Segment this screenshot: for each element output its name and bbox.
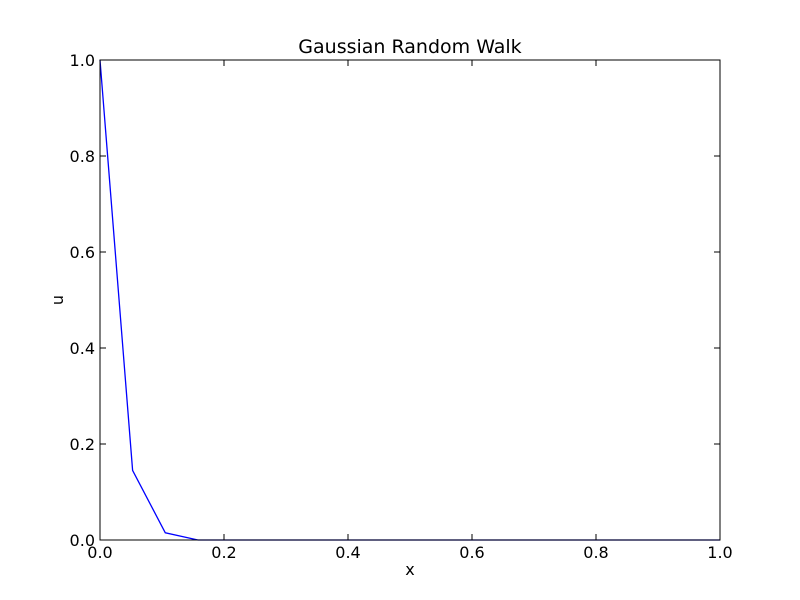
- y-tick-label: 0.2: [70, 435, 95, 454]
- y-tick-label: 0.6: [70, 243, 95, 262]
- x-tick-label: 0.2: [211, 543, 236, 562]
- x-axis-label: x: [405, 560, 414, 579]
- axis-ticks: 0.0 0.2 0.4 0.6 0.8 1.0 0.0 0.2 0.4 0.6 0.8 1.0: [70, 51, 733, 562]
- y-tick-label: 1.0: [70, 51, 95, 70]
- y-axis-label: u: [48, 295, 67, 305]
- chart-title: Gaussian Random Walk: [298, 36, 521, 58]
- x-tick-label: 0.0: [87, 543, 112, 562]
- x-tick-label: 0.8: [583, 543, 608, 562]
- x-tick-label: 1.0: [707, 543, 732, 562]
- y-tick-label: 0.0: [70, 531, 95, 550]
- plot-frame: [99, 59, 721, 541]
- y-tick-label: 0.8: [70, 147, 95, 166]
- y-tick-label: 0.4: [70, 339, 95, 358]
- x-tick-label: 0.6: [459, 543, 484, 562]
- x-tick-label: 0.4: [335, 543, 360, 562]
